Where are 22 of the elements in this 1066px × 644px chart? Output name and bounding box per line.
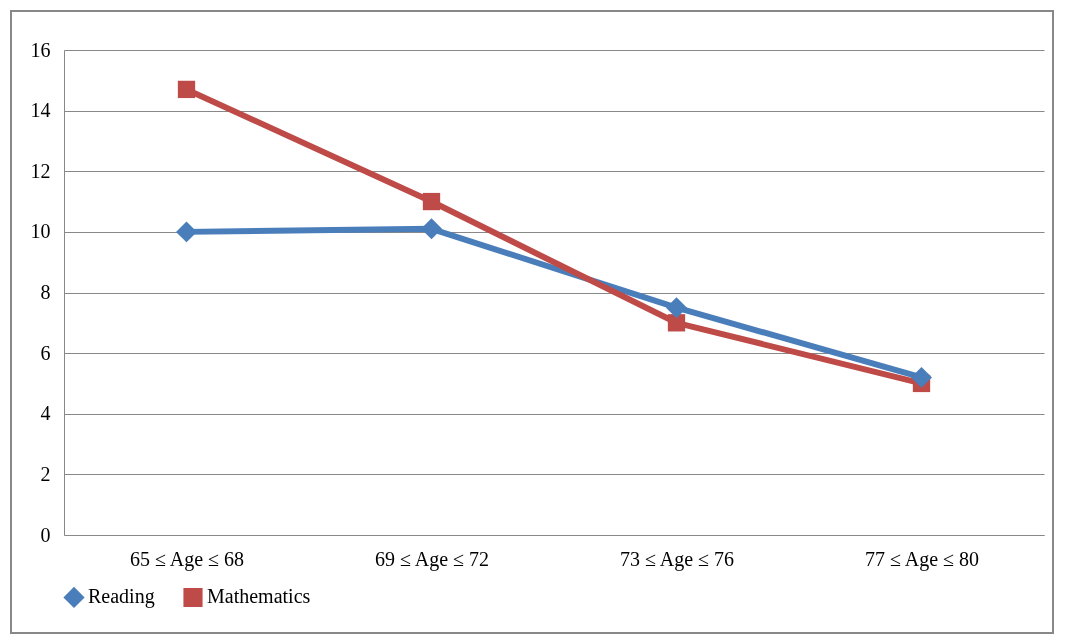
point <box>666 297 687 319</box>
y-tick-label: 8 <box>40 281 51 303</box>
x-tick-label: 77 ≤ Age ≤ 80 <box>864 547 980 571</box>
point <box>667 314 686 332</box>
x-tick-label: 69 ≤ Age ≤ 72 <box>374 547 490 571</box>
point <box>421 218 442 240</box>
x-tick-label: 65 ≤ Age ≤ 68 <box>129 547 245 571</box>
x-tick-label: 73 ≤ Age ≤ 76 <box>619 547 735 571</box>
point <box>177 80 196 99</box>
point <box>422 192 441 211</box>
point <box>911 366 932 388</box>
y-tick-label: 6 <box>40 341 51 364</box>
y-tick-label: 12 <box>30 159 51 182</box>
y-tick-label: 4 <box>40 402 51 425</box>
y-tick-label: 16 <box>30 38 51 61</box>
y-tick-label: 0 <box>40 523 51 546</box>
y-tick-label: 2 <box>40 462 51 485</box>
legend-label: Mathematics <box>207 585 311 608</box>
point <box>176 221 197 243</box>
y-tick-label: 10 <box>30 220 51 243</box>
y-tick-label: 14 <box>30 99 51 122</box>
legend-label: Reading <box>88 585 155 609</box>
